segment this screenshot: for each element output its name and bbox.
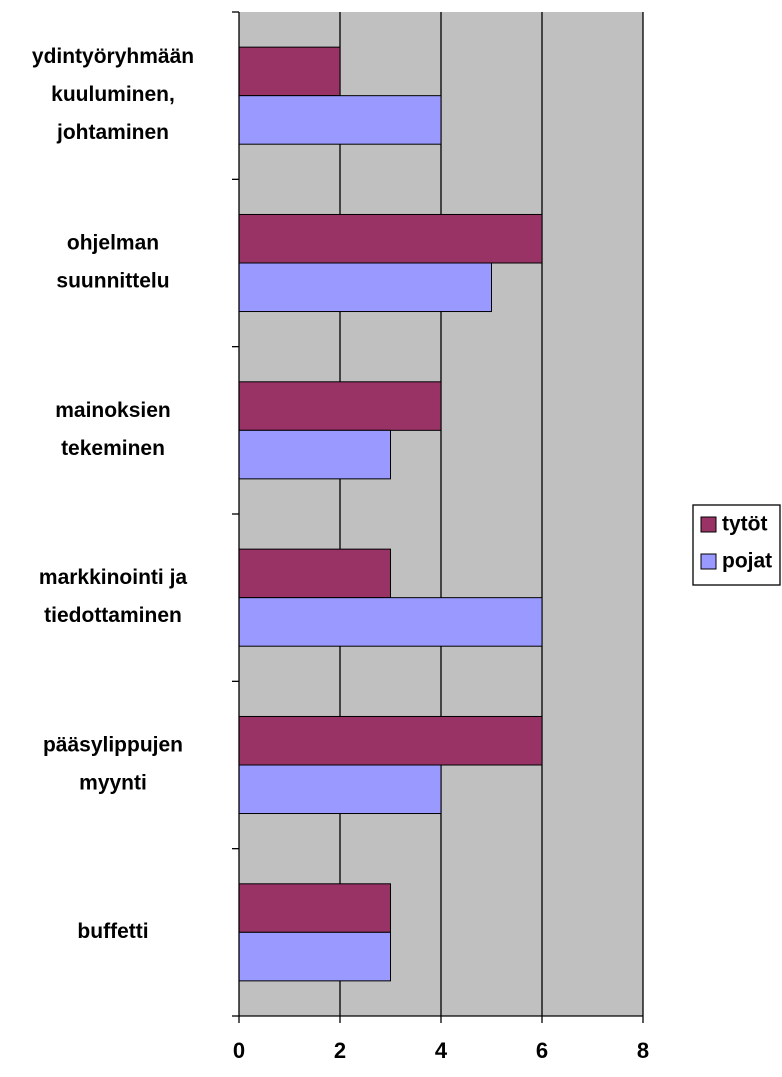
y-tick-label: ydintyöryhmään xyxy=(32,45,194,68)
bar xyxy=(238,95,442,145)
bar xyxy=(238,381,442,431)
y-tick-label: myynti xyxy=(79,772,147,795)
legend-swatch xyxy=(700,516,717,533)
bar xyxy=(238,715,543,766)
y-tick-label: pääsylippujen xyxy=(43,734,183,757)
legend-label: pojat xyxy=(722,550,772,573)
legend-swatch xyxy=(700,553,717,570)
bar xyxy=(238,46,341,97)
y-tick-label: tiedottaminen xyxy=(44,604,182,627)
bar xyxy=(238,764,442,815)
bar xyxy=(238,262,492,313)
y-tick-label: tekeminen xyxy=(61,437,165,460)
x-tick-label: 4 xyxy=(435,1038,448,1063)
bar xyxy=(238,931,391,982)
legend-label: tytöt xyxy=(722,513,768,536)
x-tick-label: 6 xyxy=(536,1038,548,1063)
bar xyxy=(238,429,391,480)
y-tick-label: kuuluminen, xyxy=(51,83,175,106)
bar xyxy=(238,597,543,647)
y-tick-label: buffetti xyxy=(77,920,148,943)
y-tick-label: mainoksien xyxy=(55,399,171,422)
y-tick-label: suunnittelu xyxy=(56,270,169,293)
x-tick-label: 8 xyxy=(637,1038,649,1063)
bar xyxy=(238,548,391,599)
x-tick-label: 2 xyxy=(334,1038,346,1063)
bar xyxy=(238,213,543,264)
bar xyxy=(238,883,391,933)
y-tick-label: markkinointi ja xyxy=(39,566,188,589)
x-tick-label: 0 xyxy=(233,1038,245,1063)
y-tick-label: ohjelman xyxy=(67,232,159,255)
y-tick-label: johtaminen xyxy=(56,121,169,144)
